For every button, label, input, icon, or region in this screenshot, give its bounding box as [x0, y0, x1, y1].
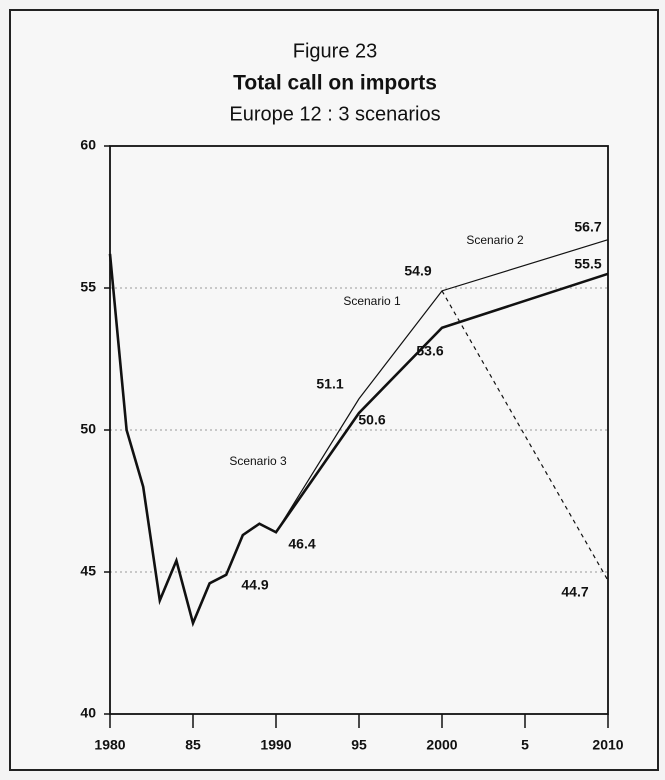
chart-title: Figure 23	[293, 40, 378, 62]
data-label: 44.7	[561, 584, 588, 600]
data-label: 55.5	[574, 256, 601, 272]
chart-subtitle: Total call on imports	[233, 72, 437, 95]
y-tick-label: 60	[80, 137, 96, 153]
series-label: Scenario 1	[343, 294, 401, 308]
y-tick-label: 50	[80, 421, 96, 437]
data-label: 46.4	[288, 536, 315, 552]
x-tick-label: 95	[351, 737, 367, 753]
chart-caption: Europe 12 : 3 scenarios	[229, 103, 440, 125]
series-label: Scenario 3	[229, 454, 287, 468]
plot-area	[109, 145, 609, 715]
data-label: 53.6	[416, 343, 443, 359]
series-line	[275, 239, 609, 533]
data-label: 51.1	[316, 376, 343, 392]
series-label: Scenario 2	[466, 233, 524, 247]
data-label: 54.9	[404, 263, 431, 279]
y-tick-label: 40	[80, 705, 96, 721]
x-tick-label: 2010	[592, 737, 623, 753]
y-tick-label: 45	[80, 563, 96, 579]
data-label: 44.9	[241, 577, 268, 593]
y-tick-label: 55	[80, 279, 96, 295]
series-line	[108, 253, 609, 628]
x-tick-label: 5	[521, 737, 529, 753]
x-tick-label: 1990	[260, 737, 291, 753]
data-label: 56.7	[574, 219, 601, 235]
x-tick-label: 1980	[94, 737, 125, 753]
x-tick-label: 2000	[426, 737, 457, 753]
frame	[9, 9, 659, 771]
data-label: 50.6	[358, 412, 385, 428]
x-tick-label: 85	[185, 737, 201, 753]
